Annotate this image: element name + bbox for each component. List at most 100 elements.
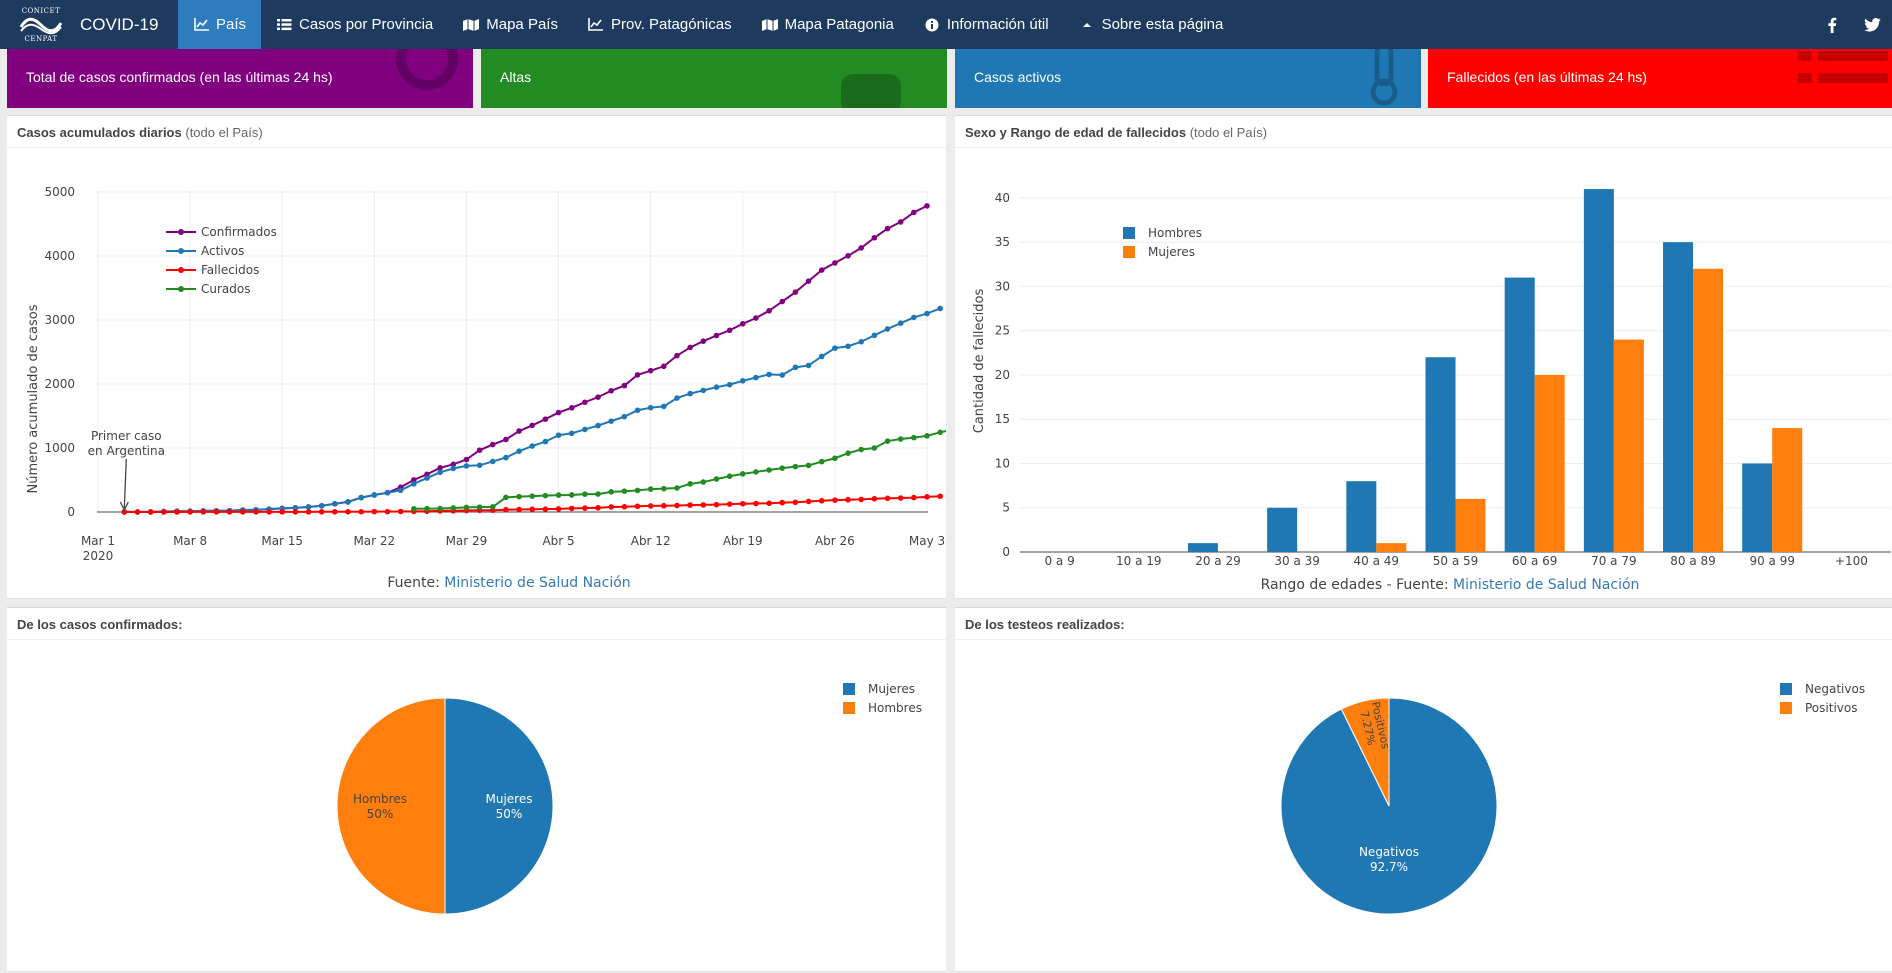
data-point[interactable] xyxy=(608,418,614,424)
data-point[interactable] xyxy=(647,486,654,492)
data-point[interactable] xyxy=(582,399,588,406)
data-point[interactable] xyxy=(713,332,720,339)
data-point[interactable] xyxy=(911,494,917,501)
data-point[interactable] xyxy=(792,499,799,506)
data-point[interactable] xyxy=(450,461,457,468)
data-point[interactable] xyxy=(753,374,759,381)
data-point[interactable] xyxy=(437,505,443,512)
bar-hombres[interactable] xyxy=(1267,507,1298,552)
data-point[interactable] xyxy=(845,343,851,350)
data-point[interactable] xyxy=(726,327,733,334)
data-point[interactable] xyxy=(739,378,746,384)
data-point[interactable] xyxy=(924,494,930,500)
data-point[interactable] xyxy=(726,381,733,388)
data-point[interactable] xyxy=(779,372,786,378)
data-point[interactable] xyxy=(779,499,786,506)
data-point[interactable] xyxy=(634,407,641,414)
data-point[interactable] xyxy=(476,504,483,510)
bar-hombres[interactable] xyxy=(1425,357,1456,552)
data-point[interactable] xyxy=(608,504,614,510)
data-point[interactable] xyxy=(897,495,904,501)
data-point[interactable] xyxy=(305,504,312,510)
data-point[interactable] xyxy=(187,509,193,515)
data-point[interactable] xyxy=(608,387,614,394)
data-point[interactable] xyxy=(503,506,509,513)
data-point[interactable] xyxy=(384,508,391,515)
data-point[interactable] xyxy=(489,504,496,510)
data-point[interactable] xyxy=(792,463,799,470)
data-point[interactable] xyxy=(739,320,746,327)
data-point[interactable] xyxy=(687,390,693,397)
data-point[interactable] xyxy=(937,429,943,436)
data-point[interactable] xyxy=(634,487,641,494)
data-point[interactable] xyxy=(674,485,680,491)
data-point[interactable] xyxy=(871,495,878,502)
data-point[interactable] xyxy=(318,502,325,509)
data-point[interactable] xyxy=(305,509,312,515)
data-point[interactable] xyxy=(647,367,654,374)
data-point[interactable] xyxy=(871,445,878,451)
bar-mujeres[interactable] xyxy=(1534,374,1565,552)
data-point[interactable] xyxy=(884,326,891,332)
legend-label[interactable]: Fallecidos xyxy=(201,263,259,277)
data-point[interactable] xyxy=(529,443,536,449)
data-point[interactable] xyxy=(529,422,536,429)
data-point[interactable] xyxy=(529,506,536,513)
data-point[interactable] xyxy=(713,384,720,391)
data-point[interactable] xyxy=(411,506,417,512)
data-point[interactable] xyxy=(542,416,549,422)
data-point[interactable] xyxy=(318,509,325,515)
data-point[interactable] xyxy=(595,491,601,497)
source-link[interactable]: Ministerio de Salud Nación xyxy=(444,575,630,591)
data-point[interactable] xyxy=(753,500,759,507)
data-point[interactable] xyxy=(134,509,141,515)
data-point[interactable] xyxy=(397,508,404,515)
data-point[interactable] xyxy=(753,469,759,475)
data-point[interactable] xyxy=(700,338,707,344)
data-point[interactable] xyxy=(634,503,641,510)
data-point[interactable] xyxy=(911,314,917,321)
data-point[interactable] xyxy=(687,502,693,508)
nav-item-0[interactable]: País xyxy=(178,0,262,49)
bar-hombres[interactable] xyxy=(1583,189,1614,552)
data-point[interactable] xyxy=(937,305,943,312)
facebook-icon[interactable] xyxy=(1812,0,1852,49)
data-point[interactable] xyxy=(516,506,522,513)
data-point[interactable] xyxy=(674,502,680,509)
data-point[interactable] xyxy=(687,344,693,351)
data-point[interactable] xyxy=(897,219,904,225)
data-point[interactable] xyxy=(358,494,364,501)
data-point[interactable] xyxy=(661,363,667,370)
data-point[interactable] xyxy=(529,493,536,499)
data-point[interactable] xyxy=(239,509,246,515)
data-point[interactable] xyxy=(897,436,904,442)
data-point[interactable] xyxy=(582,426,588,433)
data-point[interactable] xyxy=(700,502,707,508)
data-point[interactable] xyxy=(884,438,891,444)
data-point[interactable] xyxy=(858,338,865,345)
data-point[interactable] xyxy=(463,456,470,463)
data-point[interactable] xyxy=(687,481,693,487)
data-point[interactable] xyxy=(542,438,549,445)
data-point[interactable] xyxy=(147,509,154,515)
data-point[interactable] xyxy=(160,509,167,515)
legend-label[interactable]: Positivos xyxy=(1805,701,1857,715)
data-point[interactable] xyxy=(345,499,351,505)
data-point[interactable] xyxy=(924,203,930,209)
data-point[interactable] xyxy=(805,362,812,369)
data-point[interactable] xyxy=(555,506,562,512)
data-point[interactable] xyxy=(463,504,470,511)
data-point[interactable] xyxy=(832,260,838,266)
bar-mujeres[interactable] xyxy=(1613,339,1644,552)
data-point[interactable] xyxy=(253,509,259,515)
data-point[interactable] xyxy=(713,476,720,482)
data-point[interactable] xyxy=(292,505,299,511)
data-point[interactable] xyxy=(542,492,549,499)
data-point[interactable] xyxy=(582,491,588,497)
nav-item-5[interactable]: Información útil xyxy=(909,0,1064,49)
pie-slice-hombres[interactable] xyxy=(336,697,446,915)
data-point[interactable] xyxy=(121,509,128,515)
legend-label[interactable]: Activos xyxy=(201,244,244,258)
nav-item-3[interactable]: Prov. Patagónicas xyxy=(573,0,747,49)
